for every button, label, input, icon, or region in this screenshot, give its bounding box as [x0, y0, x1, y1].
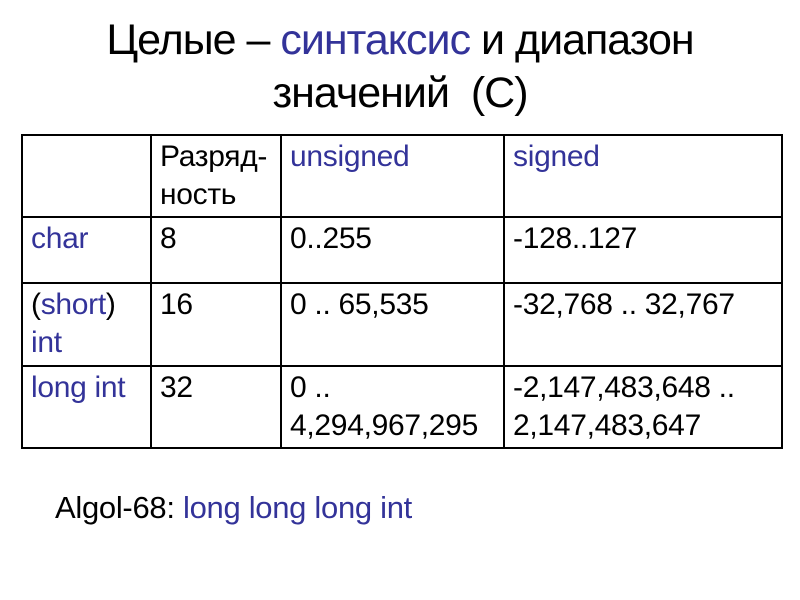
header-cell-unsigned: unsigned	[280, 134, 505, 218]
type-cell: long int	[21, 365, 152, 449]
header-bits-label: Разряд- ность	[160, 140, 268, 211]
table-row-long-int: long int 32 0 .. 4,294,967,295 -2,147,48…	[21, 365, 783, 449]
type-name: char	[31, 222, 89, 255]
signed-range: -128..127	[513, 222, 638, 255]
table-row-char: char 8 0..255 -128..127	[21, 216, 783, 284]
bits-value: 32	[160, 371, 193, 404]
type-cell: char	[21, 216, 152, 284]
type-paren-open: (	[31, 288, 41, 321]
integer-types-table: Разряд- ность unsigned signed char 8 0..…	[21, 134, 783, 449]
unsigned-cell: 0..255	[280, 216, 505, 284]
unsigned-cell: 0 .. 4,294,967,295	[280, 365, 505, 449]
signed-cell: -2,147,483,648 .. 2,147,483,647	[503, 365, 783, 449]
footer-value: long long long int	[182, 490, 412, 525]
title-accent-word: синтаксис	[280, 16, 471, 64]
header-cell-bits: Разряд- ность	[150, 134, 282, 218]
header-cell-empty	[21, 134, 152, 218]
type-name-line2: int	[31, 326, 62, 359]
signed-cell: -32,768 .. 32,767	[503, 282, 783, 367]
signed-range: -32,768 .. 32,767	[513, 288, 735, 321]
bits-value: 8	[160, 222, 177, 255]
type-name: long int	[31, 371, 126, 404]
header-unsigned-label: unsigned	[290, 140, 410, 173]
bits-cell: 8	[150, 216, 282, 284]
bits-cell: 32	[150, 365, 282, 449]
title-part-1: Целые –	[106, 16, 281, 64]
type-cell: (short) int	[21, 282, 152, 367]
table-row-short-int: (short) int 16 0 .. 65,535 -32,768 .. 32,…	[21, 282, 783, 367]
signed-cell: -128..127	[503, 216, 783, 284]
table-header-row: Разряд- ность unsigned signed	[21, 134, 783, 218]
bits-cell: 16	[150, 282, 282, 367]
header-signed-label: signed	[513, 140, 600, 173]
title-part-3: и диапазон	[470, 16, 695, 64]
header-cell-signed: signed	[503, 134, 783, 218]
unsigned-range: 0 .. 4,294,967,295	[290, 371, 478, 442]
footer-label: Algol-68:	[55, 490, 175, 525]
type-name: short	[40, 288, 107, 321]
unsigned-range: 0..255	[290, 222, 372, 255]
title-line-2: значений (С)	[272, 69, 528, 117]
unsigned-range: 0 .. 65,535	[290, 288, 429, 321]
slide-title: Целые – синтаксис и диапазон значений (С)	[0, 14, 800, 120]
type-paren-close: )	[105, 288, 116, 321]
unsigned-cell: 0 .. 65,535	[280, 282, 505, 367]
footer-note: Algol-68: long long long int	[55, 489, 412, 526]
signed-range: -2,147,483,648 .. 2,147,483,647	[513, 371, 735, 442]
bits-value: 16	[160, 288, 193, 321]
